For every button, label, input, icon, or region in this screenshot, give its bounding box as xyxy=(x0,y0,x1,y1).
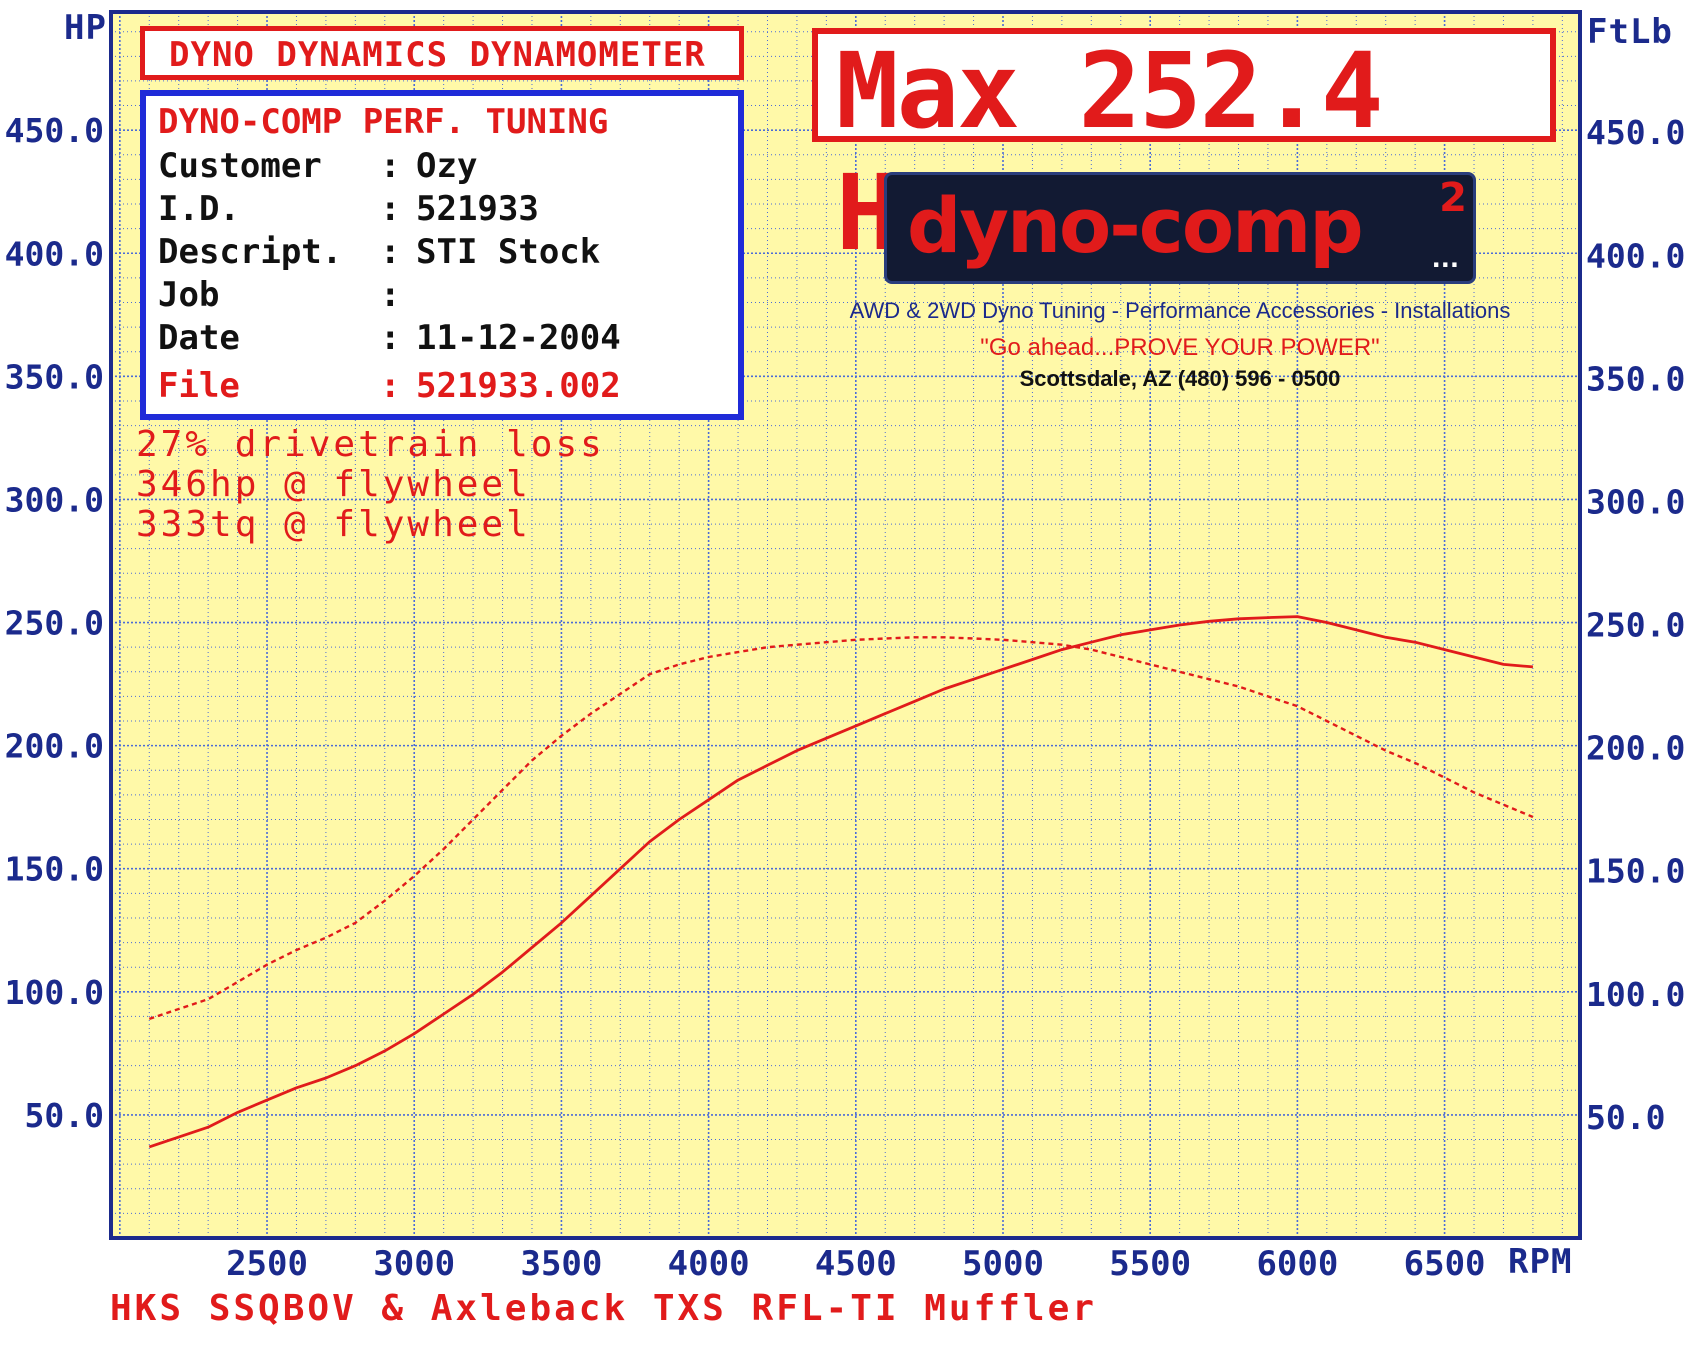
info-key: Date xyxy=(158,318,240,358)
info-value: 11-12-2004 xyxy=(416,318,621,358)
info-value: 521933 xyxy=(416,189,539,229)
chart-title: DYNO DYNAMICS DYNAMOMETER xyxy=(169,35,706,75)
info-row-file: File:521933.002 xyxy=(158,366,621,406)
y-axis-left: 50.0 100.0 150.0 200.0 250.0 300.0 350.0 400.0 4… xyxy=(5,111,104,1135)
y-tick-label-left: 350.0 xyxy=(5,357,104,396)
y-tick-label-right: 400.0 xyxy=(1586,236,1685,275)
info-key: I.D. xyxy=(158,189,240,229)
y-tick-label-right: 300.0 xyxy=(1586,482,1685,521)
info-key: File xyxy=(158,366,240,406)
info-heading: DYNO-COMP PERF. TUNING xyxy=(158,102,609,142)
rpm-unit-label: RPM xyxy=(1508,1242,1573,1282)
info-row-date: Date:11-12-2004 xyxy=(158,318,621,358)
info-key: Descript. xyxy=(158,232,343,272)
footer-modifications: HKS SSQBOV & Axleback TXS RFL-TI Muffler xyxy=(110,1288,1097,1329)
y-tick-label-right: 150.0 xyxy=(1586,852,1685,891)
x-tick-label: 5500 xyxy=(1109,1244,1191,1284)
hp-unit-label: HP xyxy=(64,8,107,48)
info-key: Customer xyxy=(158,146,322,186)
info-value: 521933.002 xyxy=(416,366,621,406)
x-tick-label: 3000 xyxy=(373,1244,455,1284)
note-drivetrain-loss: 27% drivetrain loss xyxy=(136,424,605,465)
logo-dots: ... xyxy=(1431,245,1459,273)
info-row-job: Job: xyxy=(158,275,401,315)
x-tick-label: 4000 xyxy=(668,1244,750,1284)
y-tick-label-left: 400.0 xyxy=(5,234,104,273)
logo-superscript: 2 xyxy=(1439,175,1467,221)
y-tick-label-right: 50.0 xyxy=(1586,1098,1665,1137)
x-axis: 2500 3000 3500 4000 4500 5000 5500 6000 6500 xyxy=(226,1244,1485,1284)
info-box: DYNO-COMP PERF. TUNING Customer: Ozy I.D.… xyxy=(140,90,744,420)
info-row-customer: Customer: Ozy xyxy=(158,146,478,186)
logo-text: dyno-comp xyxy=(907,181,1364,270)
info-key: Job xyxy=(158,275,220,315)
note-flywheel-torque: 333tq @ flywheel xyxy=(136,504,531,545)
note-flywheel-hp: 346hp @ flywheel xyxy=(136,464,531,505)
y-tick-label-right: 250.0 xyxy=(1586,606,1685,645)
shop-tagline: AWD & 2WD Dyno Tuning - Performance Acce… xyxy=(849,298,1511,323)
y-axis-right: 50.0 100.0 150.0 200.0 250.0 300.0 350.0 400.0 4… xyxy=(1586,113,1685,1137)
curves xyxy=(148,615,1534,1149)
x-tick-label: 4500 xyxy=(815,1244,897,1284)
y-tick-label-right: 450.0 xyxy=(1586,113,1685,152)
x-tick-label: 2500 xyxy=(226,1244,308,1284)
y-tick-label-left: 200.0 xyxy=(5,727,104,766)
y-tick-label-right: 350.0 xyxy=(1586,359,1685,398)
series-line-dashed xyxy=(148,636,1534,1021)
y-tick-label-left: 300.0 xyxy=(5,480,104,519)
info-row-description: Descript.: STI Stock xyxy=(158,232,601,272)
dyno-comp-logo: dyno-comp 2 ... xyxy=(884,172,1476,284)
x-tick-label: 5000 xyxy=(962,1244,1044,1284)
y-tick-label-left: 450.0 xyxy=(5,111,104,150)
shop-location: Scottsdale, AZ (480) 596 - 0500 xyxy=(1019,366,1341,391)
y-tick-label-left: 250.0 xyxy=(5,604,104,643)
torque-unit-label: FtLb xyxy=(1587,12,1673,52)
shop-slogan: "Go ahead...PROVE YOUR POWER" xyxy=(980,334,1380,361)
x-tick-label: 3500 xyxy=(520,1244,602,1284)
info-row-id: I.D.:521933 xyxy=(158,189,539,229)
y-tick-label-right: 200.0 xyxy=(1586,729,1685,768)
title-box: DYNO DYNAMICS DYNAMOMETER xyxy=(140,26,744,80)
max-hp-box: Max 252.4 HP xyxy=(812,28,1556,274)
y-tick-label-left: 50.0 xyxy=(25,1096,104,1135)
y-tick-label-left: 150.0 xyxy=(5,850,104,889)
x-tick-label: 6500 xyxy=(1404,1244,1486,1284)
y-tick-label-right: 100.0 xyxy=(1586,975,1685,1014)
plot-frame xyxy=(109,10,1582,1240)
y-tick-label-left: 100.0 xyxy=(5,973,104,1012)
info-value: Ozy xyxy=(416,146,478,186)
info-value: STI Stock xyxy=(416,232,601,272)
x-tick-label: 6000 xyxy=(1256,1244,1338,1284)
series-line-solid xyxy=(148,615,1534,1149)
